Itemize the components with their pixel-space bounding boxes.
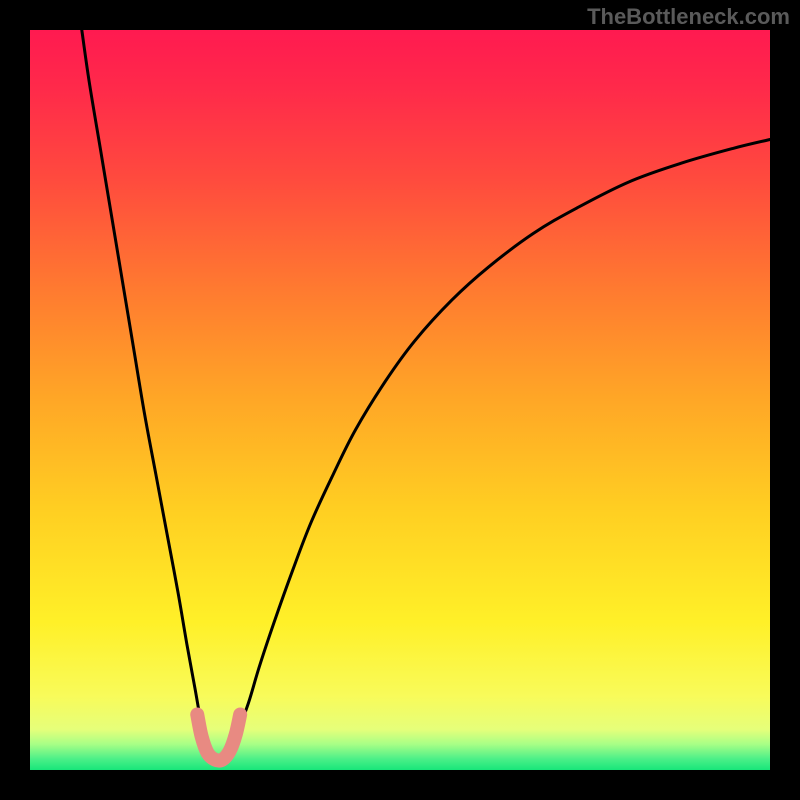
chart-container: TheBottleneck.com <box>0 0 800 800</box>
bottleneck-chart <box>0 0 800 800</box>
watermark-text: TheBottleneck.com <box>587 4 790 30</box>
